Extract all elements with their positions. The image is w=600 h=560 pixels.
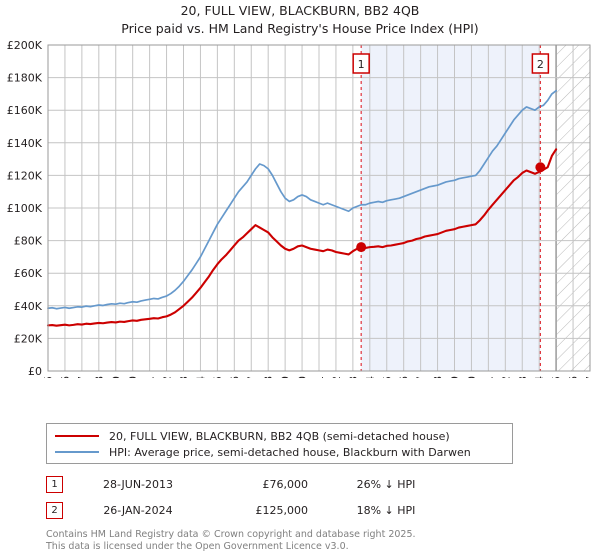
transaction-date-2: 26-JAN-2024 — [103, 503, 173, 517]
svg-text:1: 1 — [358, 58, 365, 71]
svg-text:2026: 2026 — [567, 376, 580, 378]
svg-text:2019: 2019 — [449, 376, 462, 378]
svg-text:2008: 2008 — [262, 376, 275, 378]
svg-text:2003: 2003 — [178, 376, 191, 378]
page-subtitle: Price paid vs. HM Land Registry's House … — [121, 21, 479, 36]
y-axis-tick-labels: £0 £20K £40K £60K £80K £100K £120K £140K £160K £1… — [7, 39, 43, 378]
plot-frame — [47, 44, 591, 372]
svg-text:2011: 2011 — [313, 376, 326, 378]
svg-text:1995: 1995 — [42, 376, 55, 378]
transaction-price-2: £125,000 — [255, 503, 309, 517]
svg-text:2007: 2007 — [245, 376, 258, 378]
transaction-price-1: £76,000 — [262, 477, 309, 491]
svg-text:£0: £0 — [28, 365, 42, 378]
svg-text:2005: 2005 — [211, 376, 224, 378]
svg-text:2002: 2002 — [161, 376, 174, 378]
legend-item-hpi: HPI: Average price, semi-detached house,… — [55, 444, 512, 460]
svg-text:2027: 2027 — [584, 376, 597, 378]
svg-text:2006: 2006 — [228, 376, 241, 378]
transaction-badge-2: 2 — [46, 501, 63, 519]
svg-text:2022: 2022 — [499, 376, 512, 378]
legend-swatch-blue-icon — [55, 451, 99, 453]
svg-text:£20K: £20K — [14, 332, 43, 345]
footer-line-2: This data is licensed under the Open Gov… — [46, 540, 349, 552]
svg-text:2021: 2021 — [482, 376, 495, 378]
svg-text:2016: 2016 — [398, 376, 411, 378]
svg-text:2018: 2018 — [432, 376, 445, 378]
transaction-row-2[interactable]: 2 26-JAN-2024 £125,000 18% ↓ HPI — [46, 497, 506, 523]
line-chart-svg: £0 £20K £40K £60K £80K £100K £120K £140K £160K £1… — [7, 39, 597, 378]
svg-text:£120K: £120K — [7, 169, 43, 182]
svg-text:2023: 2023 — [516, 376, 529, 378]
transaction-list: 1 28-JUN-2013 £76,000 26% ↓ HPI 2 26-JAN… — [46, 471, 506, 523]
transaction-hpi-delta-1: 26% ↓ HPI — [356, 477, 416, 491]
svg-text:£200K: £200K — [7, 39, 43, 52]
svg-text:2: 2 — [537, 58, 544, 71]
svg-text:2009: 2009 — [279, 376, 292, 378]
svg-text:2014: 2014 — [364, 376, 377, 378]
svg-text:2013: 2013 — [347, 376, 360, 378]
legend-swatch-red-icon — [55, 435, 99, 437]
svg-text:2015: 2015 — [381, 376, 394, 378]
svg-text:2004: 2004 — [194, 376, 207, 378]
svg-text:1998: 1998 — [93, 376, 106, 378]
svg-text:2012: 2012 — [330, 376, 343, 378]
svg-text:2020: 2020 — [465, 376, 478, 378]
svg-text:2000: 2000 — [127, 376, 140, 378]
copyright-footer: Contains HM Land Registry data © Crown c… — [46, 529, 586, 552]
legend-item-price-paid: 20, FULL VIEW, BLACKBURN, BB2 4QB (semi-… — [55, 428, 512, 444]
svg-text:£60K: £60K — [14, 267, 43, 280]
transaction-point-markers[interactable] — [356, 162, 546, 253]
transaction-hpi-delta-2: 18% ↓ HPI — [356, 503, 416, 517]
svg-text:1997: 1997 — [76, 376, 89, 378]
chart-title-block: 20, FULL VIEW, BLACKBURN, BB2 4QB Price … — [0, 2, 600, 38]
svg-text:2025: 2025 — [550, 376, 563, 378]
transaction-date-1: 28-JUN-2013 — [102, 477, 174, 491]
svg-text:2001: 2001 — [144, 376, 157, 378]
svg-text:£100K: £100K — [7, 202, 43, 215]
event-marker-lines — [360, 45, 541, 371]
svg-text:£140K: £140K — [7, 137, 43, 150]
svg-text:£180K: £180K — [7, 72, 43, 85]
transaction-row-1[interactable]: 1 28-JUN-2013 £76,000 26% ↓ HPI — [46, 471, 506, 497]
svg-text:1999: 1999 — [110, 376, 123, 378]
chart-plot-area: £0 £20K £40K £60K £80K £100K £120K £140K £160K £1… — [0, 38, 600, 378]
x-axis-tick-labels: 1995 1996 1997 1998 1999 2000 2001 2002 20032004… — [42, 376, 597, 378]
page-title: 20, FULL VIEW, BLACKBURN, BB2 4QB — [180, 3, 420, 18]
legend-label-price-paid: 20, FULL VIEW, BLACKBURN, BB2 4QB (semi-… — [109, 429, 450, 443]
svg-text:£160K: £160K — [7, 104, 43, 117]
legend-label-hpi: HPI: Average price, semi-detached house,… — [109, 445, 471, 459]
svg-text:1996: 1996 — [59, 376, 72, 378]
svg-text:2024: 2024 — [533, 376, 546, 378]
footer-line-1: Contains HM Land Registry data © Crown c… — [46, 529, 416, 540]
svg-text:2010: 2010 — [296, 376, 309, 378]
svg-text:£40K: £40K — [14, 300, 43, 313]
svg-text:£80K: £80K — [14, 235, 43, 248]
svg-text:2017: 2017 — [415, 376, 428, 378]
transaction-badge-1: 1 — [46, 475, 63, 493]
chart-legend: 20, FULL VIEW, BLACKBURN, BB2 4QB (semi-… — [46, 423, 513, 464]
series-lines — [46, 89, 558, 327]
